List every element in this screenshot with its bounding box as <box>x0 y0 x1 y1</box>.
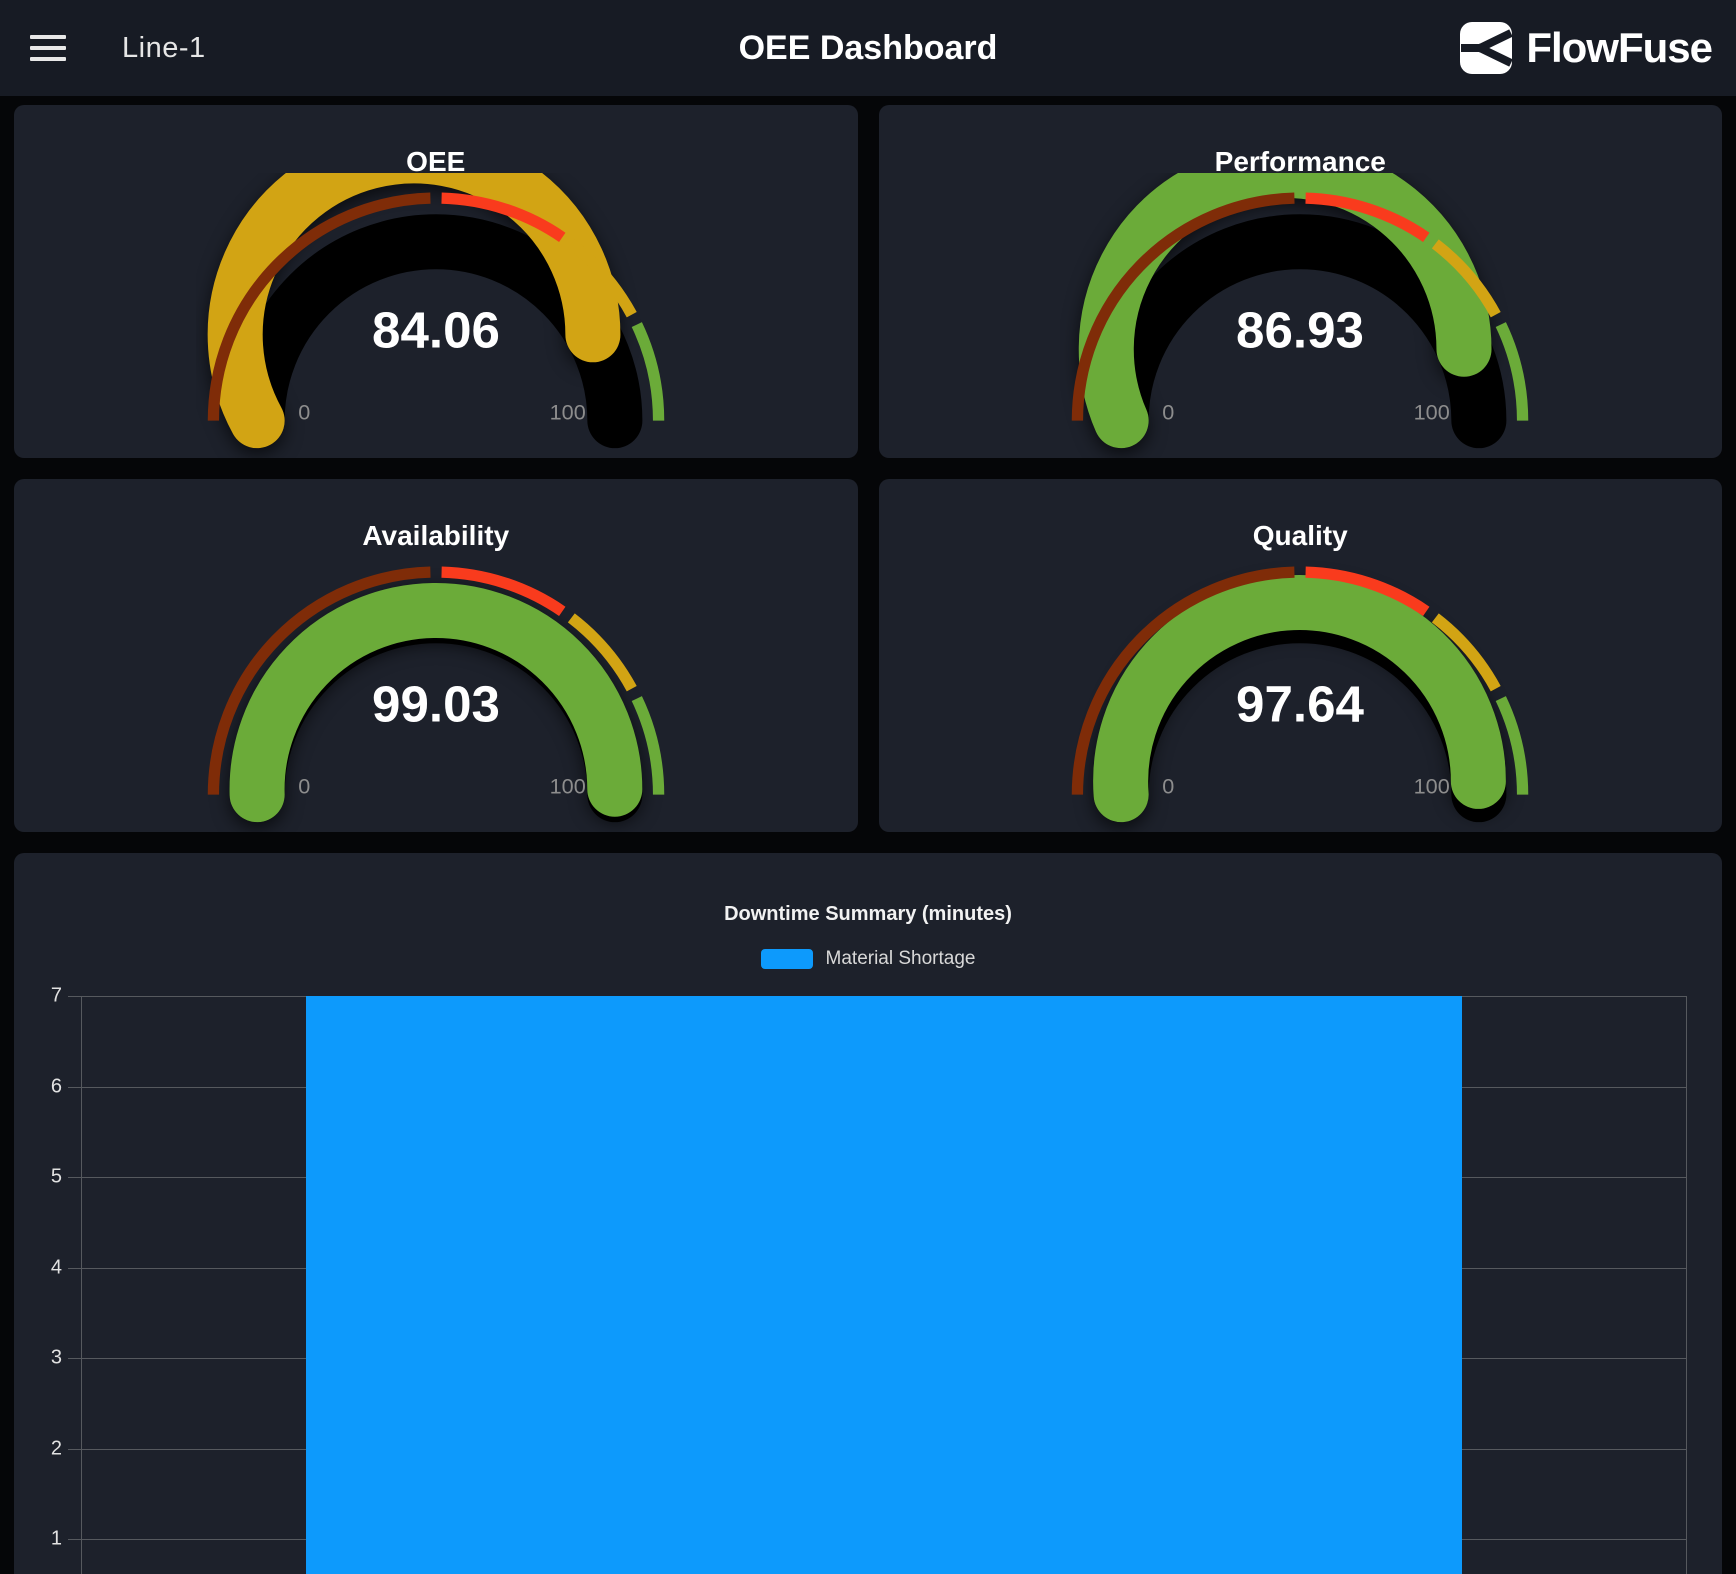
gauge-card-availability: Availability 99.03 0 100 <box>14 479 858 832</box>
gauge-max-label: 100 <box>549 399 585 424</box>
hamburger-icon <box>30 46 66 50</box>
gauge-min-label: 0 <box>1163 773 1175 798</box>
legend-label: Material Shortage <box>826 948 976 970</box>
downtime-chart-card: Downtime Summary (minutes) Material Shor… <box>14 853 1722 1574</box>
gauge-min-label: 0 <box>1163 399 1175 424</box>
hamburger-icon <box>30 35 66 39</box>
y-axis-label-1: 1 <box>51 1528 62 1551</box>
legend-item-material-shortage[interactable]: Material Shortage <box>14 948 1722 970</box>
gauge-value: 99.03 <box>372 676 500 733</box>
y-axis-tick <box>68 1268 81 1269</box>
y-axis-tick <box>68 996 81 997</box>
gauge-max-label: 100 <box>549 773 585 798</box>
gauge-max-label: 100 <box>1414 773 1450 798</box>
y-axis-tick <box>68 1539 81 1540</box>
gauge-chart: 97.64 0 100 <box>1060 547 1540 832</box>
flowfuse-logo-icon <box>1460 22 1512 74</box>
bar-chart-plot-area: 7654321 <box>81 996 1687 1574</box>
page-name: Line-1 <box>122 32 206 65</box>
gauge-value: 97.64 <box>1236 676 1364 733</box>
plot-right-border <box>1686 996 1687 1574</box>
y-axis-tick <box>68 1177 81 1178</box>
gauge-chart: 86.93 0 100 <box>1060 173 1540 458</box>
hamburger-icon <box>30 57 66 61</box>
legend-swatch <box>761 949 813 969</box>
gauge-value: 86.93 <box>1236 302 1364 359</box>
y-axis-line <box>81 996 82 1574</box>
bar-material-shortage <box>306 996 1462 1574</box>
y-axis-label-2: 2 <box>51 1437 62 1460</box>
dashboard-grid: OEE 84.06 0 100 Performance 86.93 0 100 … <box>0 96 1736 1574</box>
y-axis-label-4: 4 <box>51 1256 62 1279</box>
flowfuse-logo: FlowFuse <box>1460 22 1712 74</box>
gauge-min-label: 0 <box>298 399 310 424</box>
y-axis-tick <box>68 1087 81 1088</box>
gauge-chart: 84.06 0 100 <box>196 173 676 458</box>
gauge-value: 84.06 <box>372 302 500 359</box>
app-bar: Line-1 OEE Dashboard FlowFuse <box>0 0 1736 96</box>
gauge-chart: 99.03 0 100 <box>196 547 676 832</box>
chart-title: Downtime Summary (minutes) <box>14 903 1722 926</box>
flowfuse-brand-text: FlowFuse <box>1526 24 1712 72</box>
y-axis-tick <box>68 1449 81 1450</box>
gauge-card-quality: Quality 97.64 0 100 <box>879 479 1723 832</box>
y-axis-label-3: 3 <box>51 1347 62 1370</box>
gauge-max-label: 100 <box>1414 399 1450 424</box>
y-axis-label-5: 5 <box>51 1166 62 1189</box>
y-axis-tick <box>68 1358 81 1359</box>
hamburger-menu-button[interactable] <box>30 35 66 61</box>
gauge-card-oee: OEE 84.06 0 100 <box>14 105 858 458</box>
y-axis-label-7: 7 <box>51 985 62 1008</box>
gauge-min-label: 0 <box>298 773 310 798</box>
y-axis-label-6: 6 <box>51 1075 62 1098</box>
gauge-card-performance: Performance 86.93 0 100 <box>879 105 1723 458</box>
